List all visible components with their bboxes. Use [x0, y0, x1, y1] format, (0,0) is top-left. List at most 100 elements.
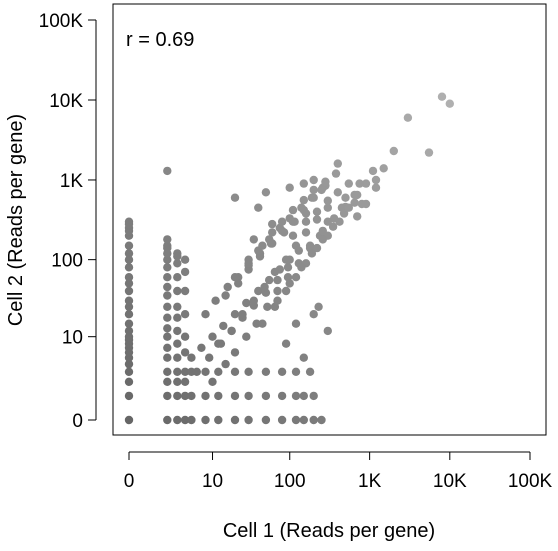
- data-point: [244, 255, 253, 264]
- data-point: [305, 241, 315, 250]
- data-point: [312, 243, 322, 253]
- data-point: [361, 199, 371, 209]
- data-point: [163, 353, 172, 362]
- data-point: [192, 367, 201, 376]
- data-point: [249, 296, 258, 305]
- data-point: [321, 177, 330, 186]
- data-point: [437, 92, 447, 101]
- data-point: [265, 235, 274, 244]
- data-point: [173, 326, 182, 336]
- data-point: [318, 226, 327, 236]
- data-point: [323, 217, 332, 226]
- y-tick-label: 10: [62, 328, 83, 349]
- data-point: [180, 415, 190, 425]
- data-point: [337, 203, 347, 212]
- data-point: [214, 415, 223, 425]
- data-point: [333, 188, 342, 197]
- data-point: [124, 319, 134, 328]
- data-point: [163, 415, 172, 425]
- data-point: [265, 275, 274, 285]
- data-point: [163, 263, 172, 272]
- data-point: [124, 286, 134, 296]
- data-point: [180, 255, 190, 264]
- data-point: [268, 219, 277, 229]
- data-point: [163, 377, 172, 386]
- data-point: [230, 193, 240, 202]
- data-point: [283, 263, 293, 272]
- data-point: [219, 321, 228, 331]
- data-point: [277, 217, 287, 226]
- data-point: [163, 243, 172, 253]
- data-point: [361, 179, 371, 188]
- data-point: [261, 391, 271, 401]
- data-point: [309, 175, 318, 185]
- data-point: [317, 415, 326, 425]
- data-point: [309, 185, 318, 195]
- data-point: [163, 235, 172, 244]
- data-point: [205, 353, 214, 362]
- data-point: [163, 302, 172, 311]
- data-point: [301, 217, 311, 226]
- data-point: [180, 377, 190, 386]
- data-point: [214, 391, 223, 401]
- data-point: [299, 179, 308, 188]
- data-point: [201, 367, 210, 376]
- data-point: [323, 326, 332, 336]
- data-point: [173, 273, 182, 282]
- data-point: [273, 275, 282, 285]
- x-tick-label: 10: [202, 471, 223, 492]
- data-point: [124, 332, 134, 341]
- data-point: [299, 353, 308, 362]
- data-point: [221, 291, 230, 300]
- data-point: [297, 203, 306, 212]
- data-point: [124, 359, 134, 369]
- x-tick-label: 1K: [358, 471, 382, 492]
- data-point: [180, 367, 190, 376]
- y-axis-title: Cell 2 (Reads per gene): [5, 114, 27, 326]
- data-point: [180, 348, 190, 357]
- data-point: [230, 367, 240, 376]
- data-point: [258, 241, 267, 250]
- data-points: [124, 92, 454, 425]
- data-point: [329, 214, 339, 223]
- data-point: [238, 310, 247, 319]
- data-point: [318, 235, 327, 244]
- data-point: [301, 228, 311, 237]
- data-point: [424, 148, 434, 157]
- data-point: [299, 415, 308, 425]
- y-tick-label: 10K: [49, 91, 83, 112]
- data-point: [124, 263, 134, 272]
- data-point: [163, 324, 172, 333]
- data-point: [124, 249, 134, 258]
- data-point: [180, 391, 190, 401]
- data-point: [180, 310, 190, 319]
- plot-frame: [112, 3, 547, 436]
- data-point: [187, 415, 196, 425]
- data-point: [230, 273, 240, 282]
- data-point: [309, 415, 318, 425]
- data-point: [201, 391, 210, 401]
- data-point: [124, 415, 134, 425]
- data-point: [208, 377, 217, 386]
- data-point: [187, 353, 196, 362]
- data-point: [309, 310, 318, 319]
- data-point: [244, 265, 253, 274]
- data-point: [173, 415, 182, 425]
- data-point: [285, 183, 294, 192]
- data-point: [227, 326, 236, 336]
- data-point: [291, 241, 301, 250]
- y-tick-label: 0: [72, 411, 83, 432]
- data-point: [285, 214, 294, 223]
- data-point: [230, 310, 240, 319]
- data-point: [242, 332, 251, 341]
- data-point: [281, 286, 291, 296]
- data-point: [163, 255, 172, 264]
- data-point: [173, 302, 182, 311]
- data-point: [371, 183, 381, 192]
- data-point: [163, 391, 172, 401]
- data-point: [124, 296, 134, 305]
- data-point: [291, 273, 301, 282]
- data-point: [299, 195, 308, 205]
- data-point: [350, 190, 359, 200]
- data-point: [173, 313, 182, 322]
